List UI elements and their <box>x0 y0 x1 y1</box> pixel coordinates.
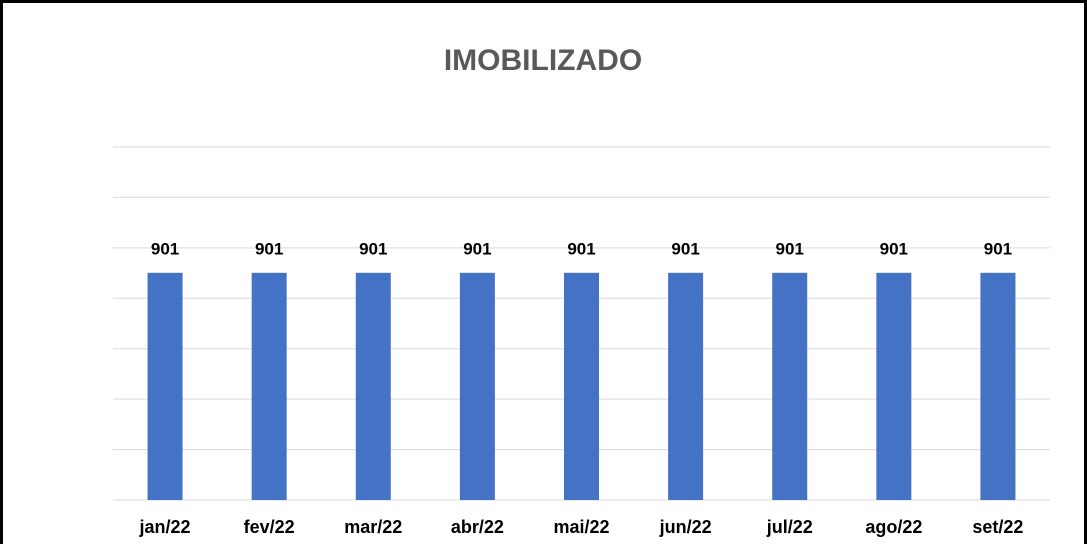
data-label: 901 <box>984 239 1012 258</box>
bar <box>772 272 808 500</box>
bar <box>668 272 704 500</box>
x-tick-label: jul/22 <box>766 517 813 537</box>
data-label: 901 <box>880 239 908 258</box>
data-label: 901 <box>671 239 699 258</box>
x-tick-label: jan/22 <box>139 517 191 537</box>
data-label: 901 <box>151 239 179 258</box>
bar <box>876 272 912 500</box>
chart-title: IMOBILIZADO <box>444 44 642 77</box>
x-tick-label: abr/22 <box>451 517 504 537</box>
x-tick-label: set/22 <box>972 517 1023 537</box>
bar <box>147 272 183 500</box>
x-tick-label: mar/22 <box>344 517 402 537</box>
bar <box>459 272 495 500</box>
bar <box>251 272 287 500</box>
data-label: 901 <box>359 239 387 258</box>
bar <box>355 272 391 500</box>
x-tick-label: fev/22 <box>244 517 295 537</box>
data-label: 901 <box>776 239 804 258</box>
bar <box>980 272 1016 500</box>
data-label: 901 <box>255 239 283 258</box>
x-tick-label: mai/22 <box>553 517 609 537</box>
data-label: 901 <box>567 239 595 258</box>
x-tick-label: jun/22 <box>659 517 712 537</box>
bar <box>564 272 599 500</box>
x-tick-label: ago/22 <box>865 517 922 537</box>
data-label: 901 <box>463 239 491 258</box>
